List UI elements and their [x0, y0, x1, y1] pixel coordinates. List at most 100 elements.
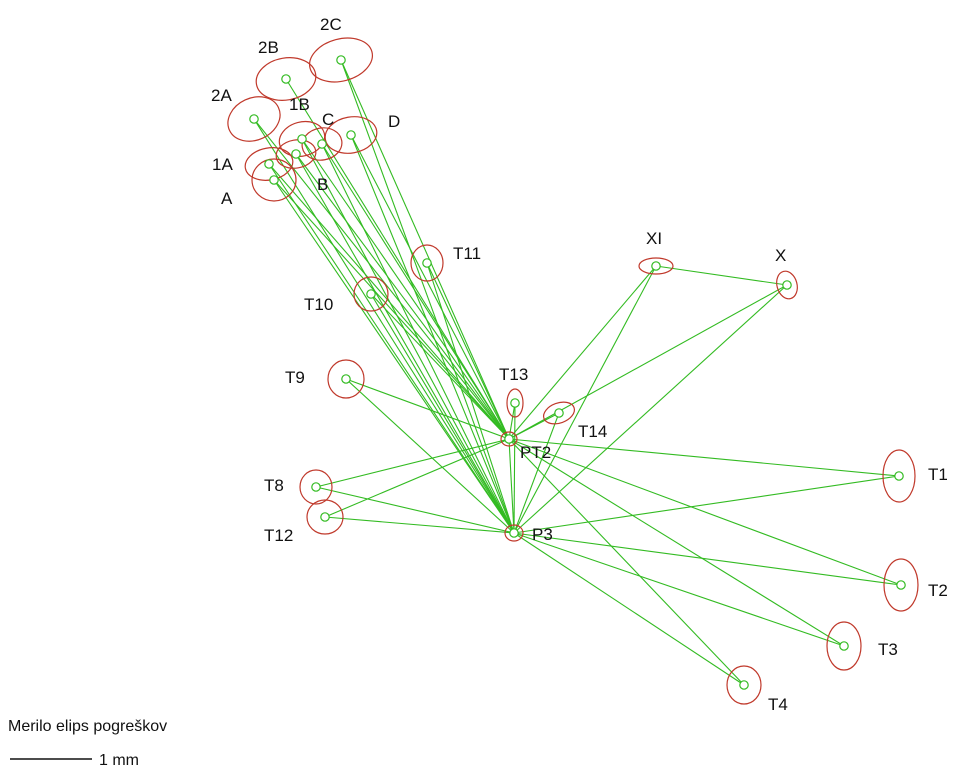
point-label-c: C: [322, 110, 334, 129]
error-ellipse-b: [275, 139, 317, 169]
point-label-t11: T11: [453, 244, 481, 263]
observation-line-p3-t2: [513, 532, 902, 586]
point-label-2c: 2C: [320, 15, 342, 34]
point-label-1a: 1A: [212, 155, 233, 174]
point-marker-2c: [336, 55, 346, 65]
error-ellipse-2b: [255, 57, 317, 101]
point-marker-2a: [249, 114, 259, 124]
point-marker-c: [317, 139, 327, 149]
error-ellipse-t9: [327, 359, 365, 399]
observation-line-p3-t3: [513, 532, 845, 647]
point-label-x: X: [775, 246, 786, 265]
point-marker-t2: [896, 580, 906, 590]
observation-line-p3-t9: [345, 378, 515, 534]
observation-line-pt2-b: [295, 153, 510, 440]
error-ellipse-d: [324, 116, 378, 154]
point-marker-t14: [554, 408, 564, 418]
error-ellipse-xi: [638, 257, 674, 275]
observation-line-p3-t13: [513, 402, 516, 534]
observation-line-pt2-2b: [285, 78, 510, 440]
point-marker-d: [346, 130, 356, 140]
error-ellipse-t10: [353, 276, 389, 312]
observation-line-p3-t4: [513, 532, 745, 686]
observation-line-pt2-2c: [340, 59, 510, 440]
error-ellipse-2a: [227, 96, 281, 142]
observation-line-xi-x: [655, 265, 788, 286]
error-ellipses: [227, 37, 919, 705]
observation-line-p3-xi: [513, 265, 657, 534]
point-marker-t13: [510, 398, 520, 408]
point-marker-1a: [264, 159, 274, 169]
point-label-d: D: [388, 112, 400, 131]
error-ellipse-t13: [506, 388, 524, 418]
point-marker-a: [269, 175, 279, 185]
point-label-a: A: [221, 189, 233, 208]
point-label-1b: 1B: [289, 95, 310, 114]
observation-line-p3-1b: [301, 138, 515, 534]
observation-line-pt2-t1: [508, 438, 900, 477]
observation-line-p3-b: [295, 153, 515, 534]
point-label-t3: T3: [878, 640, 898, 659]
point-marker-x: [782, 280, 792, 290]
error-ellipse-t11: [410, 244, 444, 282]
error-ellipse-pt2: [500, 431, 518, 447]
point-label-t14: T14: [578, 422, 607, 441]
observation-line-pt2-t9: [345, 378, 510, 440]
observation-line-p3-t10: [370, 293, 515, 534]
point-marker-t8: [311, 482, 321, 492]
observation-line-pt2-t3: [508, 438, 845, 647]
observation-line-pt2-t10: [370, 293, 510, 440]
observation-line-pt2-d: [350, 134, 510, 440]
error-ellipse-t4: [726, 665, 762, 705]
observation-line-p3-x: [513, 284, 788, 534]
scale-label: 1 mm: [99, 752, 139, 767]
point-marker-t3: [839, 641, 849, 651]
observation-lines: [253, 59, 902, 686]
point-marker-2b: [281, 74, 291, 84]
error-ellipse-t12: [306, 499, 344, 535]
error-ellipse-c: [301, 127, 343, 161]
observation-line-pt2-x: [508, 284, 788, 440]
observation-line-p3-d: [350, 134, 515, 534]
point-marker-p3: [509, 528, 519, 538]
point-label-xi: XI: [646, 229, 662, 248]
point-marker-t10: [366, 289, 376, 299]
point-label-t4: T4: [768, 695, 788, 714]
error-ellipse-t14: [542, 401, 576, 425]
legend-title: Merilo elips pogreškov: [8, 718, 167, 735]
observation-line-p3-c: [321, 143, 515, 534]
point-label-t13: T13: [499, 365, 528, 384]
observation-line-p3-1a: [268, 163, 515, 534]
point-label-t1: T1: [928, 465, 948, 484]
point-marker-xi: [651, 261, 661, 271]
observation-line-p3-a: [273, 179, 515, 534]
point-label-2b: 2B: [258, 38, 279, 57]
error-ellipse-2c: [309, 37, 373, 83]
observation-line-pt2-t11: [426, 262, 510, 440]
point-label-2a: 2A: [211, 86, 232, 105]
error-ellipse-t2: [883, 558, 919, 612]
observation-line-pt2-t2: [508, 438, 902, 586]
observation-line-p3-2a: [253, 118, 515, 534]
point-markers: [249, 55, 906, 690]
point-label-t8: T8: [264, 476, 284, 495]
observation-line-pt2-t4: [508, 438, 745, 686]
point-label-t10: T10: [304, 295, 333, 314]
observation-line-pt2-t12: [324, 438, 510, 518]
observation-line-p3-2c: [340, 59, 515, 534]
point-marker-1b: [297, 134, 307, 144]
point-marker-pt2: [504, 434, 514, 444]
point-label-p3: P3: [532, 525, 553, 544]
observation-line-p3-t8: [315, 486, 515, 534]
observation-line-p3-t12: [324, 516, 515, 534]
point-label-t12: T12: [264, 526, 293, 545]
point-label-b: B: [317, 175, 328, 194]
error-ellipse-scale-legend: Merilo elips pogreškov 1 mm: [8, 718, 167, 767]
error-ellipse-t8: [299, 469, 333, 505]
point-label-t9: T9: [285, 368, 305, 387]
error-ellipse-x: [776, 270, 798, 300]
observation-line-p3-t11: [426, 262, 515, 534]
point-marker-t11: [422, 258, 432, 268]
point-marker-t9: [341, 374, 351, 384]
